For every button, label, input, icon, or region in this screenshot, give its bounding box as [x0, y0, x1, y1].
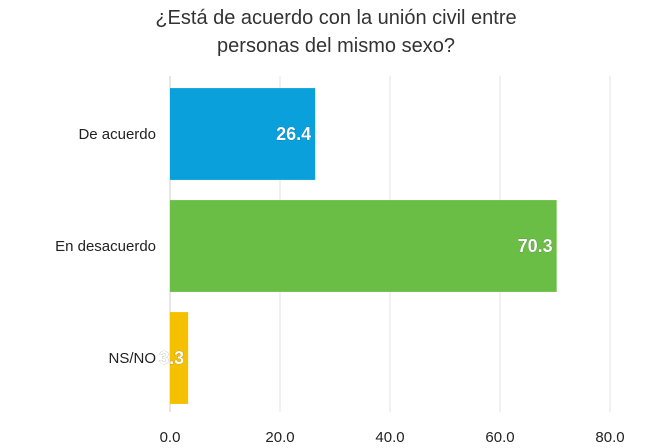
data-label-0: 26.4	[276, 124, 311, 144]
x-tick-label-1: 20.0	[265, 429, 294, 446]
bar-2	[170, 312, 189, 404]
x-tick-label-2: 40.0	[375, 429, 404, 446]
chart-title-line-2: personas del mismo sexo?	[217, 35, 455, 57]
category-label-1: En desacuerdo	[55, 238, 156, 255]
chart-title: ¿Está de acuerdo con la unión civil entr…	[0, 4, 672, 60]
data-label-1: 70.3	[518, 236, 553, 256]
chart-title-line-1: ¿Está de acuerdo con la unión civil entr…	[155, 7, 517, 29]
bar-1	[170, 200, 557, 292]
category-label-0: De acuerdo	[78, 126, 156, 143]
x-tick-label-0: 0.0	[160, 429, 181, 446]
data-label-2: 3.3	[159, 348, 184, 368]
x-tick-label-3: 60.0	[485, 429, 514, 446]
category-label-2: NS/NO	[108, 350, 156, 367]
bar-0	[170, 88, 316, 180]
x-tick-label-4: 80.0	[595, 429, 624, 446]
